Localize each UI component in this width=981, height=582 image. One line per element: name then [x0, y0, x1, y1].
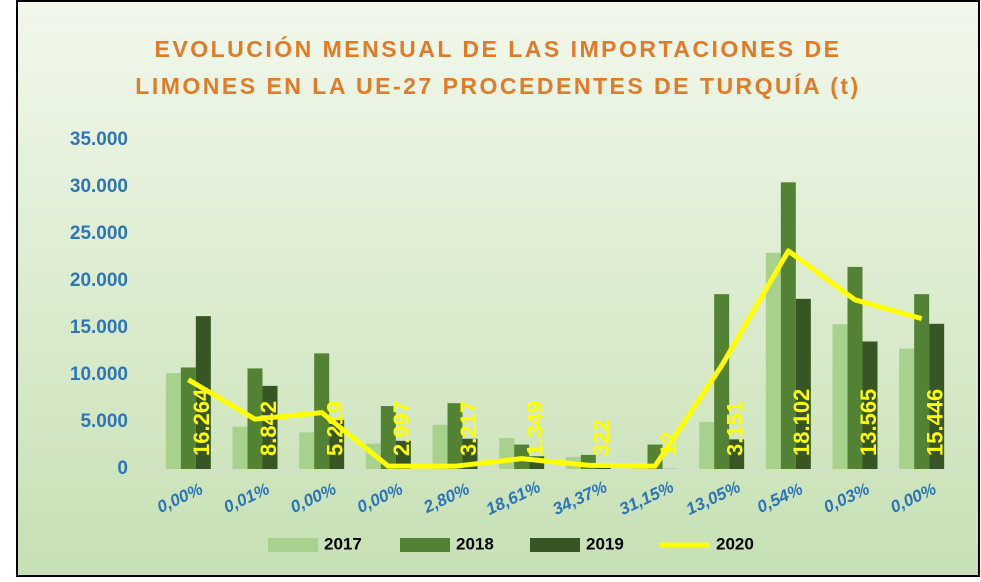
bar [433, 425, 448, 469]
bar [233, 427, 248, 469]
data-label: 322 [589, 419, 614, 456]
legend-swatch [400, 538, 450, 552]
data-label: 5.219 [322, 401, 347, 456]
data-label: 18.102 [789, 389, 814, 456]
legend-label: 2017 [324, 534, 362, 553]
bar [699, 422, 714, 469]
legend-label: 2018 [456, 534, 494, 553]
chart-title: LIMONES EN LA UE-27 PROCEDENTES DE TURQU… [135, 72, 860, 99]
data-label: 12 [656, 432, 681, 456]
y-tick-label: 30.000 [70, 176, 128, 197]
data-label: 15.446 [922, 389, 947, 456]
y-tick-label: 10.000 [70, 364, 128, 385]
data-label: 3.151 [722, 401, 747, 456]
legend-swatch [268, 538, 318, 552]
y-tick-label: 35.000 [70, 129, 128, 150]
y-tick-label: 15.000 [70, 317, 128, 338]
legend-swatch [530, 538, 580, 552]
bar [166, 373, 181, 469]
bar [899, 349, 914, 469]
data-label: 2.997 [389, 401, 414, 456]
bar [499, 438, 514, 469]
data-label: 1.349 [522, 401, 547, 456]
data-label: 3.217 [456, 401, 481, 456]
data-label: 8.842 [256, 401, 281, 456]
legend-label: 2020 [716, 534, 754, 553]
chart-title: EVOLUCIÓN MENSUAL DE LAS IMPORTACIONES D… [155, 35, 842, 62]
y-tick-label: 25.000 [70, 223, 128, 244]
y-tick-label: 0 [117, 458, 128, 479]
data-label: 13.565 [856, 389, 881, 456]
y-tick-label: 5.000 [80, 411, 128, 432]
bar [299, 432, 314, 469]
bar [833, 324, 848, 469]
data-label: 16.264 [189, 388, 214, 456]
y-tick-label: 20.000 [70, 270, 128, 291]
legend-label: 2019 [586, 534, 624, 553]
